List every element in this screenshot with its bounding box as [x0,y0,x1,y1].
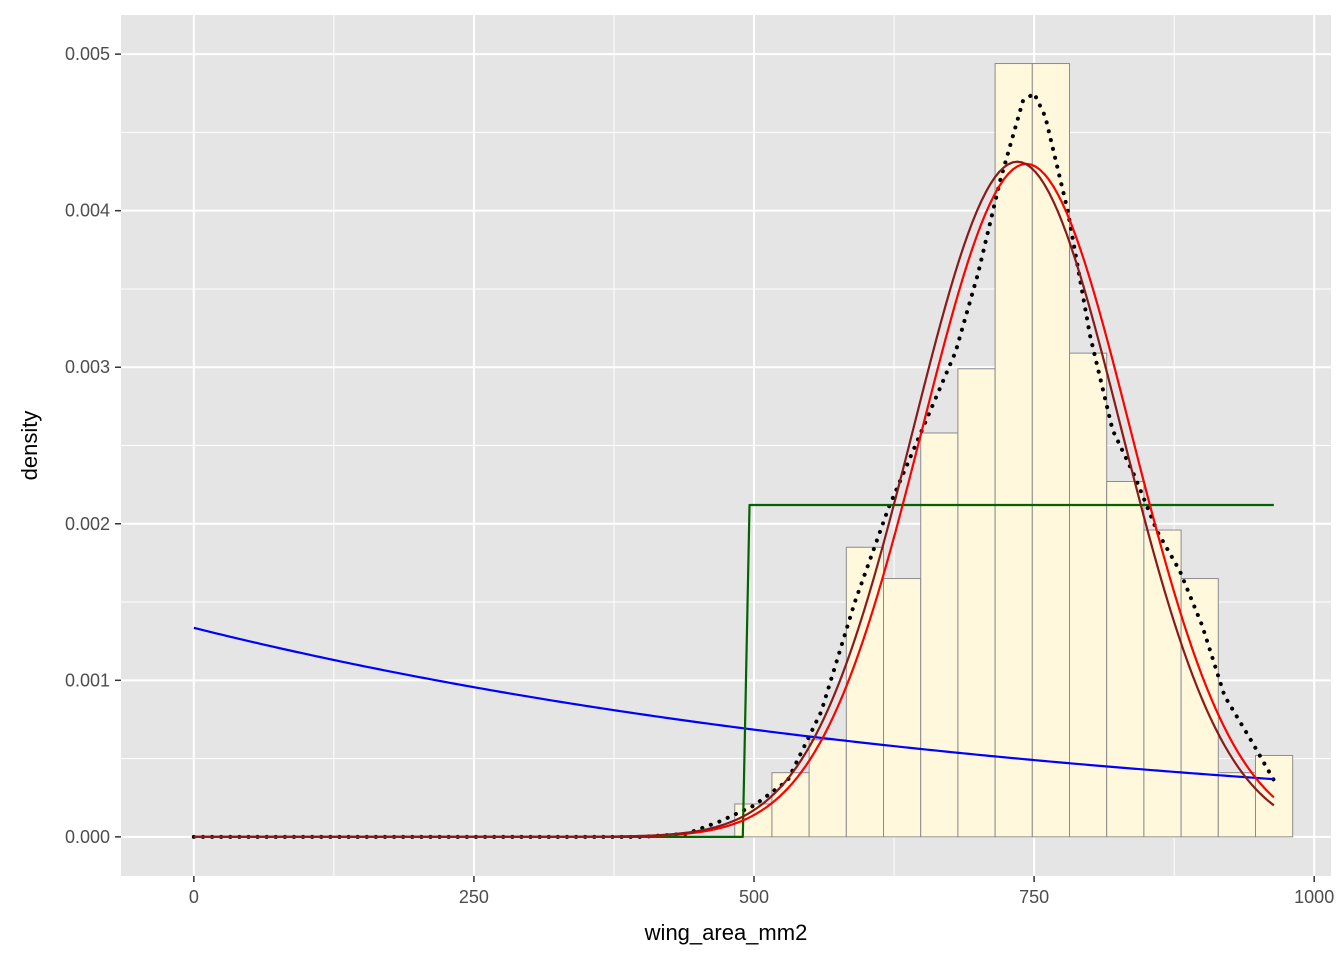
histogram-bar [808,739,847,838]
histogram-bar [920,432,959,838]
histogram-bar [1069,352,1108,838]
y-tick-label: 0.001 [65,670,110,690]
histogram-bar [1143,529,1182,838]
exponential-curve [193,626,1274,781]
y-axis-ticks: 0.000 0.001 0.002 0.003 0.004 0.005 [65,44,121,847]
normal-curve [193,160,1275,838]
x-axis-title: wing_area_mm2 [644,920,808,945]
histogram-bar [1106,481,1145,838]
x-tick-label: 0 [189,887,199,907]
x-axis-ticks: 0 250 500 750 1000 [189,876,1334,907]
x-tick-label: 500 [739,887,769,907]
histogram-bar [1031,63,1071,838]
y-axis-title: density [17,411,42,481]
histogram-bar [771,772,810,838]
x-tick-label: 250 [459,887,489,907]
histogram-bars [734,63,1294,838]
x-tick-label: 1000 [1294,887,1334,907]
y-tick-label: 0.002 [65,514,110,534]
histogram-bar [994,63,1033,838]
y-tick-label: 0.003 [65,357,110,377]
y-tick-label: 0.004 [65,201,110,221]
y-tick-label: 0.005 [65,44,110,64]
kde-curve [191,91,1277,839]
histogram-bar [1180,578,1219,838]
y-tick-label: 0.000 [65,827,110,847]
histogram-bar [883,578,922,838]
x-tick-label: 750 [1019,887,1049,907]
histogram-bar [957,368,996,838]
fitted-curves [191,91,1277,839]
